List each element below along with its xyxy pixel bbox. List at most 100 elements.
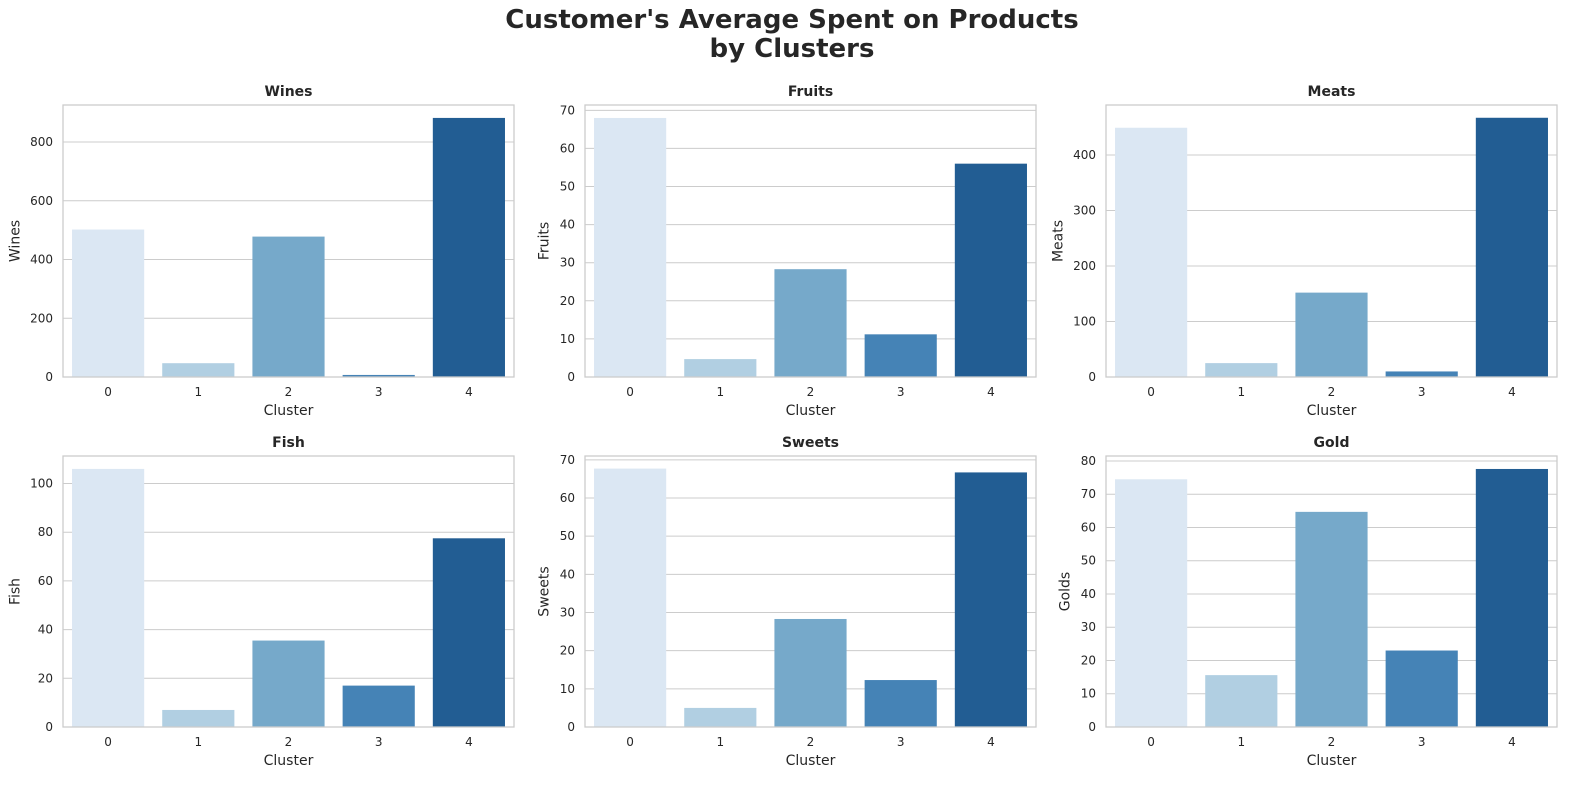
figure-title: Customer's Average Spent on Products by … (0, 6, 1584, 64)
y-tick-label: 0 (1088, 370, 1096, 384)
x-tick-label: 1 (716, 385, 724, 399)
x-tick-label: 3 (897, 735, 905, 749)
y-axis-label: Wines (7, 220, 23, 262)
y-tick-label: 80 (1081, 454, 1096, 468)
x-tick-label: 4 (987, 735, 995, 749)
y-tick-label: 100 (30, 477, 53, 491)
bar-cluster-2 (1295, 292, 1368, 377)
y-tick-label: 0 (567, 370, 575, 384)
y-tick-label: 50 (1081, 554, 1096, 568)
y-tick-label: 300 (1073, 203, 1096, 217)
bar-cluster-0 (594, 117, 667, 377)
bar-cluster-0 (1115, 127, 1188, 377)
bar-cluster-3 (1385, 650, 1458, 727)
y-tick-label: 400 (30, 253, 53, 267)
x-tick-label: 0 (1147, 385, 1155, 399)
y-tick-label: 20 (38, 671, 53, 685)
subplot-fruits: 0 10 20 30 40 50 60 70 0 1 2 3 4 Fruits Cluster Fruits (537, 84, 1037, 419)
y-tick-label: 30 (1081, 620, 1096, 634)
x-tick-label: 0 (104, 735, 112, 749)
bar-cluster-3 (864, 680, 937, 727)
bar-cluster-4 (432, 538, 505, 727)
x-axis-label: Cluster (786, 403, 836, 419)
y-tick-label: 0 (1088, 720, 1096, 734)
y-tick-label: 30 (560, 256, 575, 270)
bar-cluster-1 (1205, 363, 1278, 377)
figure-title-line-1: Customer's Average Spent on Products (505, 5, 1079, 35)
bar-cluster-2 (774, 618, 847, 727)
bar-cluster-4 (432, 117, 505, 377)
bar-cluster-3 (1385, 371, 1458, 377)
x-tick-label: 4 (1508, 385, 1516, 399)
x-tick-label: 3 (375, 385, 383, 399)
bar-cluster-4 (954, 472, 1027, 727)
x-tick-label: 0 (104, 385, 112, 399)
y-tick-label: 70 (560, 453, 575, 467)
bar-cluster-0 (594, 468, 667, 727)
x-axis-label: Cluster (264, 403, 314, 419)
x-tick-label: 1 (716, 735, 724, 749)
bar-cluster-3 (864, 334, 937, 377)
y-tick-label: 40 (560, 218, 575, 232)
axes-frame (584, 455, 1037, 728)
subplot-title: Gold (1314, 435, 1350, 451)
y-tick-label: 50 (560, 529, 575, 543)
x-axis-label: Cluster (1307, 753, 1357, 769)
x-tick-label: 3 (1418, 735, 1426, 749)
subplot-title: Fish (272, 435, 305, 451)
subplot-title: Wines (264, 84, 312, 100)
bar-cluster-3 (342, 374, 415, 377)
y-tick-label: 60 (560, 491, 575, 505)
x-tick-label: 4 (465, 735, 473, 749)
subplot-fish: 0 20 40 60 80 100 0 1 2 3 4 Fish Cluster Fish (7, 435, 515, 769)
x-tick-label: 4 (987, 385, 995, 399)
axes-frame (584, 104, 1037, 378)
axes-frame (62, 104, 515, 378)
bar-cluster-4 (1475, 468, 1548, 727)
bar-cluster-3 (342, 685, 415, 727)
subplot-meats: 0 100 200 300 400 0 1 2 3 4 Meats Cluster Meats (1050, 84, 1558, 419)
axes-frame (62, 455, 515, 728)
y-axis-label: Meats (1050, 220, 1066, 262)
y-tick-label: 20 (560, 644, 575, 658)
x-tick-label: 1 (1237, 735, 1245, 749)
subplot-title: Sweets (782, 435, 839, 451)
x-tick-label: 2 (1328, 385, 1336, 399)
bar-cluster-4 (1475, 117, 1548, 378)
x-axis-label: Cluster (1307, 403, 1357, 419)
y-tick-label: 20 (1081, 653, 1096, 667)
y-tick-label: 800 (30, 135, 53, 149)
y-tick-label: 10 (560, 332, 575, 346)
x-tick-label: 0 (1147, 735, 1155, 749)
x-tick-label: 2 (285, 735, 293, 749)
y-axis-label: Fish (7, 578, 23, 605)
x-tick-label: 1 (1237, 385, 1245, 399)
axes-frame (1105, 455, 1558, 728)
y-tick-label: 60 (560, 141, 575, 155)
y-tick-label: 10 (1081, 687, 1096, 701)
bar-cluster-0 (72, 468, 145, 727)
y-tick-label: 30 (560, 605, 575, 619)
subplot-wines: 0 200 400 600 800 0 1 2 3 4 Wines Cluster Wines (7, 84, 515, 419)
bar-cluster-2 (252, 236, 325, 377)
x-tick-label: 2 (1328, 735, 1336, 749)
y-tick-label: 0 (567, 720, 575, 734)
y-tick-label: 0 (45, 370, 53, 384)
bar-cluster-1 (162, 709, 235, 727)
x-tick-label: 0 (626, 735, 634, 749)
y-tick-label: 40 (38, 623, 53, 637)
subplot-title: Fruits (788, 84, 833, 100)
bar-cluster-4 (954, 163, 1027, 377)
y-tick-label: 40 (560, 567, 575, 581)
x-tick-label: 2 (285, 385, 293, 399)
bar-cluster-1 (684, 707, 757, 727)
x-tick-label: 1 (194, 385, 202, 399)
y-axis-label: Sweets (537, 566, 553, 616)
y-tick-label: 70 (560, 103, 575, 117)
y-axis-label: Fruits (537, 222, 553, 260)
x-tick-label: 4 (465, 385, 473, 399)
figure-title-line-2: by Clusters (709, 34, 875, 64)
axes-frame (1105, 104, 1558, 378)
